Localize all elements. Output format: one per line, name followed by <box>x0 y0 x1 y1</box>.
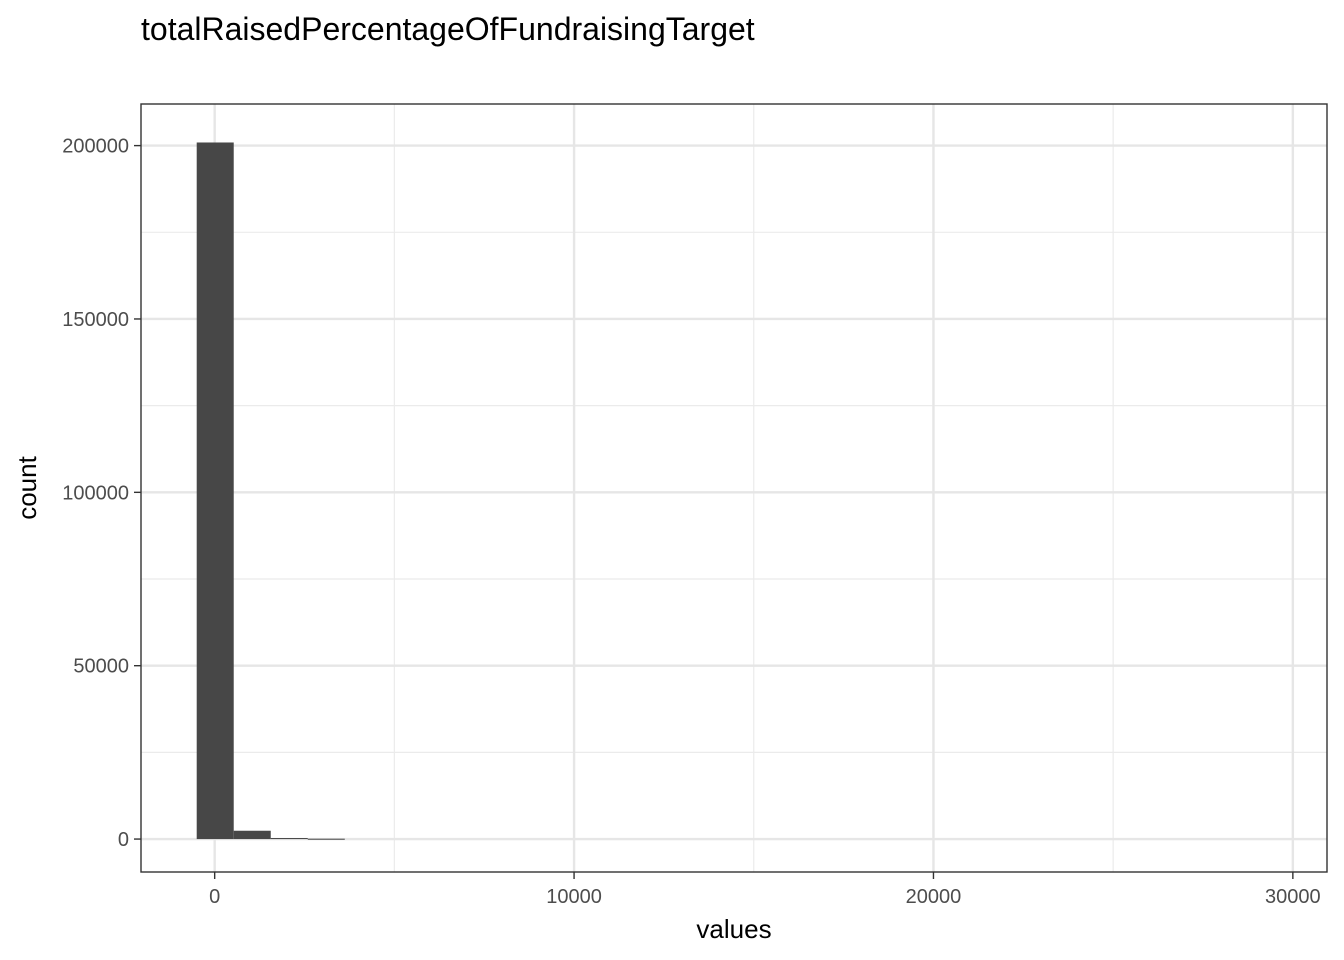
plot-background <box>141 104 1327 872</box>
histogram-bars <box>196 142 345 840</box>
histogram-bar <box>196 142 234 840</box>
x-tick-label: 30000 <box>1265 886 1321 908</box>
plot-border <box>140 103 1328 873</box>
y-tick-label: 0 <box>118 829 129 851</box>
y-tick-label: 50000 <box>73 656 129 678</box>
y-tick-label: 100000 <box>62 482 129 504</box>
y-tick-label: 150000 <box>62 309 129 331</box>
chart-title: totalRaisedPercentageOfFundraisingTarget <box>141 11 755 47</box>
y-axis-title: count <box>12 455 42 519</box>
x-axis-ticks: 0 10000 20000 30000 <box>209 872 1321 908</box>
x-tick-label: 20000 <box>906 886 962 908</box>
histogram-bar <box>270 838 308 840</box>
histogram-bar <box>233 830 271 840</box>
histogram-bar <box>307 838 345 840</box>
y-axis-ticks: 0 50000 100000 150000 200000 <box>62 136 141 851</box>
y-tick-label: 200000 <box>62 136 129 158</box>
x-tick-label: 10000 <box>546 886 602 908</box>
x-axis-title: values <box>696 914 771 944</box>
minor-gridlines <box>141 104 1327 872</box>
x-tick-label: 0 <box>209 886 220 908</box>
